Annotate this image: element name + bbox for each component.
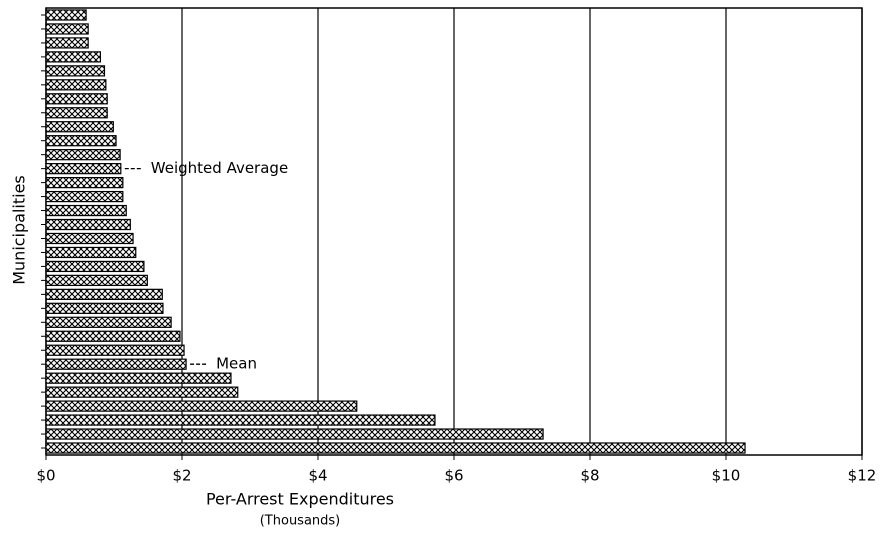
bar xyxy=(45,135,117,147)
x-tick-label: $2 xyxy=(172,467,191,485)
bar xyxy=(45,316,172,328)
annotation: Weighted Average xyxy=(151,159,288,177)
x-tick-label: $0 xyxy=(36,467,55,485)
bar xyxy=(45,442,746,454)
bar xyxy=(45,372,232,384)
bar xyxy=(45,107,108,119)
x-tick-label: $10 xyxy=(712,467,741,485)
bar xyxy=(45,344,185,356)
x-tick-label: $6 xyxy=(444,467,463,485)
annotation: Mean xyxy=(216,355,257,373)
x-tick-label: $12 xyxy=(848,467,877,485)
bar xyxy=(45,260,145,273)
bar xyxy=(45,246,137,259)
y-axis-label: Municipalities xyxy=(10,175,29,285)
bar xyxy=(45,9,87,21)
bar xyxy=(45,121,114,133)
bar xyxy=(45,204,127,217)
bar xyxy=(45,163,122,175)
bar xyxy=(45,190,124,203)
bar xyxy=(45,218,131,231)
bar xyxy=(45,37,89,49)
bar xyxy=(45,414,436,426)
x-axis-label: Per-Arrest Expenditures xyxy=(206,490,394,509)
bar xyxy=(45,51,102,63)
bar xyxy=(45,79,107,91)
bar xyxy=(45,149,121,161)
bar xyxy=(45,358,187,370)
bar xyxy=(45,302,164,314)
bar xyxy=(45,288,163,300)
bar xyxy=(45,400,358,412)
x-axis-sublabel: (Thousands) xyxy=(260,514,341,529)
bar xyxy=(45,274,148,287)
bar xyxy=(45,386,239,398)
bar xyxy=(45,23,89,35)
bar xyxy=(45,232,134,245)
bar xyxy=(45,176,124,189)
x-tick-label: $8 xyxy=(580,467,599,485)
bar xyxy=(45,93,108,105)
x-tick-label: $4 xyxy=(308,467,327,485)
bar xyxy=(45,65,106,77)
bar xyxy=(45,330,181,342)
bar xyxy=(45,428,544,440)
